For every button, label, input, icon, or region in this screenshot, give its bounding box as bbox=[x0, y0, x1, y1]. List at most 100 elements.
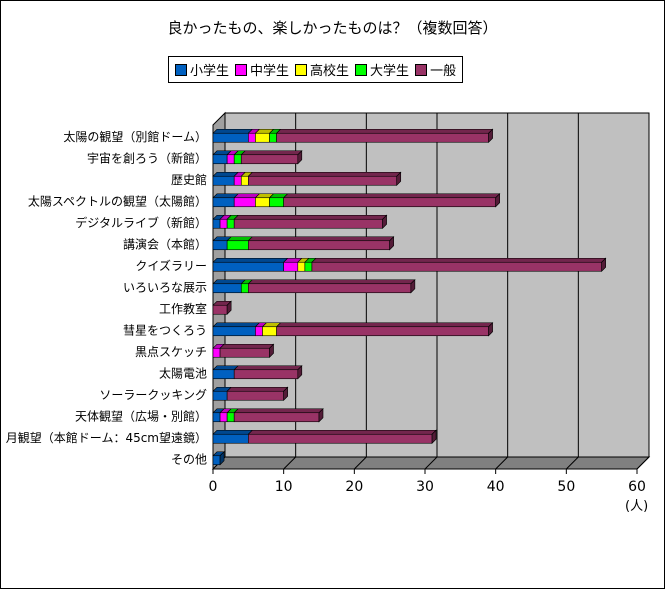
x-tick-label: 0 bbox=[209, 479, 218, 495]
x-tick-label: 10 bbox=[275, 479, 293, 495]
category-label: 太陽スペクトルの観望（太陽館） bbox=[28, 193, 207, 208]
bar-segment bbox=[219, 347, 270, 358]
category-label: 彗星をつくろう bbox=[123, 323, 207, 337]
bar-segment bbox=[212, 390, 228, 401]
gridline-floor bbox=[495, 456, 509, 470]
bar-segment bbox=[212, 412, 221, 423]
bar-end-cap bbox=[297, 150, 303, 165]
category-label: 宇宙を創ろう（新館） bbox=[87, 150, 207, 165]
bar-segment-top bbox=[212, 429, 254, 435]
x-tick-label: 60 bbox=[628, 479, 646, 495]
gridline-floor bbox=[565, 456, 579, 470]
chart-title: 良かったもの、楽しかったものは？（複数回答） bbox=[167, 19, 498, 37]
bar-segment bbox=[276, 326, 489, 337]
bar-segment bbox=[212, 132, 249, 143]
bar-segment-top bbox=[240, 150, 303, 156]
bar-segment-top bbox=[247, 429, 437, 435]
bar-segment bbox=[269, 132, 277, 143]
bar-segment bbox=[212, 218, 221, 229]
bar-segment bbox=[283, 197, 496, 208]
bar-end-cap bbox=[269, 343, 274, 358]
bar-segment bbox=[233, 175, 242, 186]
bar-segment bbox=[240, 283, 249, 294]
bar-segment bbox=[262, 326, 277, 337]
bar-segment-top bbox=[212, 279, 246, 285]
bar-segment bbox=[255, 197, 270, 208]
bar-segment bbox=[233, 369, 299, 380]
bar-end-cap bbox=[318, 408, 324, 423]
legend-item: 中学生 bbox=[235, 60, 289, 79]
bar-segment bbox=[233, 218, 383, 229]
bar-segment-top bbox=[311, 257, 607, 263]
bar-end-cap bbox=[431, 429, 437, 444]
bar-segment bbox=[212, 283, 242, 294]
category-label: 講演会（本館） bbox=[123, 236, 207, 251]
bar-segment bbox=[233, 154, 242, 165]
legend-swatch bbox=[175, 63, 187, 76]
bar-segment bbox=[226, 154, 235, 165]
bar-segment bbox=[219, 412, 228, 423]
bar-segment-top bbox=[212, 322, 261, 328]
bar-end-cap bbox=[283, 386, 288, 401]
bar-end-cap bbox=[488, 322, 493, 337]
bar-end-cap bbox=[219, 451, 225, 466]
legend-item: 大学生 bbox=[355, 60, 409, 79]
bar-segment bbox=[226, 218, 235, 229]
bar-segment bbox=[212, 154, 228, 165]
bar-segment bbox=[255, 132, 270, 143]
gridline-floor bbox=[636, 456, 650, 470]
category-label: 工作教室 bbox=[159, 301, 207, 316]
category-label: 月観望（本館ドーム：45cm望遠鏡） bbox=[6, 430, 207, 445]
bar-segment-top bbox=[275, 128, 494, 134]
bar-segment bbox=[226, 412, 235, 423]
bar-segment bbox=[255, 326, 263, 337]
bar-segment bbox=[212, 455, 221, 466]
bar-end-cap bbox=[495, 193, 500, 208]
x-tick-label: 30 bbox=[416, 479, 434, 495]
legend-item: 高校生 bbox=[295, 60, 349, 79]
category-label: 歴史館 bbox=[171, 172, 207, 187]
bar-segment-top bbox=[247, 236, 395, 242]
legend-label: 高校生 bbox=[310, 64, 350, 79]
bar-segment bbox=[240, 154, 299, 165]
category-label: いろいろな展示 bbox=[123, 280, 207, 294]
category-label: その他 bbox=[171, 452, 207, 466]
bar-segment-top bbox=[282, 193, 501, 199]
bar-segment bbox=[269, 197, 284, 208]
bar-segment-top bbox=[219, 343, 275, 349]
category-label: ソーラークッキング bbox=[99, 388, 207, 402]
legend-swatch bbox=[355, 63, 368, 76]
bar-end-cap bbox=[226, 300, 232, 315]
legend-item: 一般 bbox=[415, 60, 456, 79]
x-axis-unit: (人) bbox=[625, 499, 649, 514]
bar-end-cap bbox=[410, 279, 416, 294]
gridline-floor bbox=[424, 456, 438, 470]
legend-swatch bbox=[415, 63, 428, 76]
bar-segment bbox=[212, 240, 228, 251]
bar-segment bbox=[233, 197, 256, 208]
bar-segment bbox=[212, 347, 221, 358]
bar-segment-top bbox=[275, 322, 494, 328]
legend: 小学生 中学生 高校生 大学生 一般 bbox=[168, 56, 464, 83]
bar-segment bbox=[233, 412, 320, 423]
category-label: クイズラリー bbox=[135, 258, 207, 273]
bar-segment-top bbox=[233, 408, 324, 414]
bar-end-cap bbox=[389, 236, 394, 251]
gridline-floor bbox=[283, 456, 297, 470]
bar-segment-top bbox=[212, 257, 289, 263]
bar-segment bbox=[304, 261, 313, 272]
bar-segment-top bbox=[233, 365, 303, 371]
gridline-floor bbox=[353, 456, 367, 470]
bar-segment-top bbox=[226, 386, 289, 392]
bar-segment bbox=[276, 132, 489, 143]
bar-end-cap bbox=[297, 365, 303, 380]
x-tick-label: 40 bbox=[487, 479, 505, 495]
legend-item: 小学生 bbox=[175, 60, 229, 79]
bar-segment bbox=[248, 240, 390, 251]
bar-segment-top bbox=[233, 214, 388, 220]
bar-end-cap bbox=[396, 171, 402, 186]
bar-segment bbox=[212, 197, 235, 208]
bar-segment bbox=[297, 261, 306, 272]
bar-segment bbox=[212, 369, 235, 380]
bar-segment bbox=[212, 175, 235, 186]
